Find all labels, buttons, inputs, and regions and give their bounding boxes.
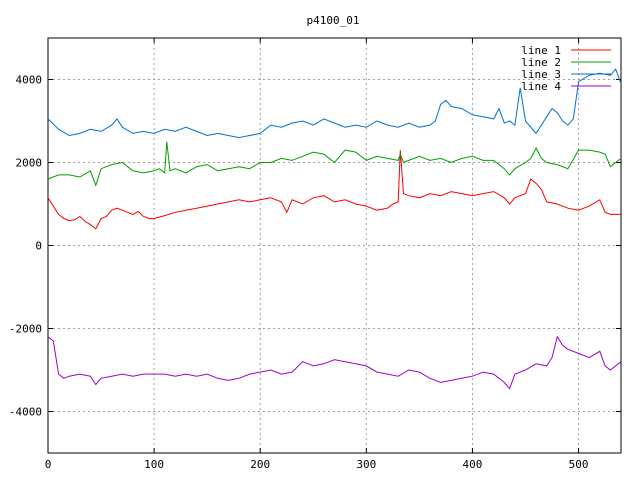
series-line-1 [47, 150, 621, 230]
x-tick-label: 300 [356, 458, 376, 471]
y-tick-label: 4000 [16, 74, 43, 87]
y-tick-label: -2000 [9, 323, 42, 336]
x-tick-label: 0 [45, 458, 52, 471]
y-tick-label: 2000 [16, 157, 43, 170]
series-line-4 [47, 335, 622, 390]
legend-label-4: line 4 [521, 80, 561, 93]
grid-layer [48, 38, 621, 453]
legend-label-2: line 2 [521, 56, 561, 69]
series-layer [47, 68, 622, 390]
series-line-3 [47, 68, 622, 139]
chart-title: p4100_01 [307, 14, 360, 27]
x-tick-label: 100 [144, 458, 164, 471]
y-tick-label: -4000 [9, 406, 42, 419]
series-line-2 [47, 141, 622, 187]
y-tick-label: 0 [35, 240, 42, 253]
x-tick-label: 200 [250, 458, 270, 471]
x-tick-label: 400 [463, 458, 483, 471]
legend-label-3: line 3 [521, 68, 561, 81]
legend-label-1: line 1 [521, 44, 561, 57]
x-tick-label: 500 [569, 458, 589, 471]
tick-layer: 0 100 200 300 400 500 -4000 -2000 0 2000 4000 [9, 38, 621, 471]
